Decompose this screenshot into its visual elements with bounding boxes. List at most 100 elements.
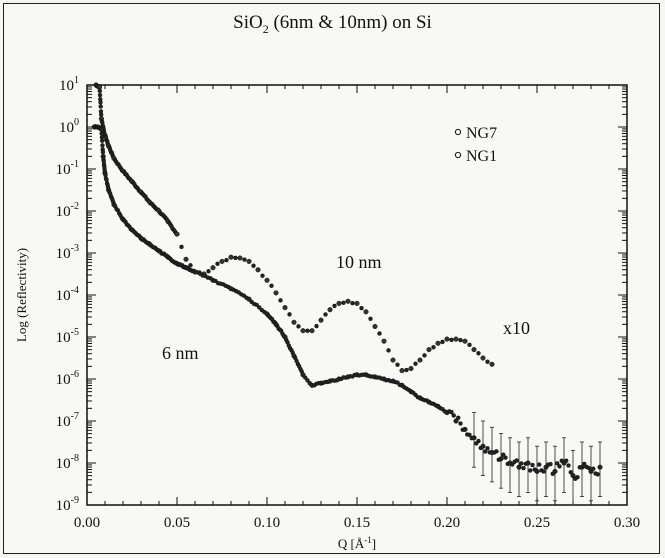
y-axis-label: Log (Reflectivity) bbox=[14, 248, 29, 342]
point-ng1 bbox=[179, 244, 184, 250]
point-ng1 bbox=[287, 312, 292, 317]
y-tick-labels: 101 100 10-1 10-2 10-3 10-4 10-5 10-6 10-7 10-8 10… bbox=[56, 75, 79, 514]
axis-ticks bbox=[86, 84, 628, 506]
point-ng1 bbox=[264, 277, 270, 283]
point-ng7 bbox=[548, 461, 553, 467]
point-ng7 bbox=[98, 126, 104, 132]
point-ng1 bbox=[476, 351, 481, 356]
point-ng1 bbox=[210, 265, 216, 271]
point-ng1 bbox=[404, 367, 409, 373]
point-ng1 bbox=[242, 257, 247, 262]
point-ng7 bbox=[566, 463, 571, 468]
x-tick-labels: 0.00 0.05 0.10 0.15 0.20 0.25 0.30 bbox=[74, 515, 640, 531]
point-ng1 bbox=[350, 300, 355, 306]
point-ng1 bbox=[255, 267, 261, 273]
point-ng1 bbox=[390, 357, 396, 363]
point-ng1 bbox=[453, 336, 459, 342]
point-ng1 bbox=[480, 355, 486, 361]
x-tick-label: 0.05 bbox=[164, 515, 190, 531]
data-points bbox=[91, 82, 603, 506]
point-ng1 bbox=[327, 307, 333, 313]
legend-label-ng7: NG7 bbox=[466, 125, 497, 142]
point-ng1 bbox=[440, 339, 445, 345]
point-ng7 bbox=[100, 143, 105, 148]
point-ng1 bbox=[233, 255, 238, 261]
y-tick-label: 10-8 bbox=[56, 453, 79, 472]
x-tick-label: 0.10 bbox=[254, 515, 280, 531]
point-ng1 bbox=[318, 317, 324, 323]
point-ng1 bbox=[215, 261, 220, 266]
point-ng1 bbox=[183, 256, 189, 262]
point-ng1 bbox=[336, 300, 342, 306]
point-ng1 bbox=[228, 254, 234, 260]
point-ng7 bbox=[564, 458, 569, 463]
point-ng1 bbox=[413, 361, 418, 366]
y-tick-label: 10-9 bbox=[56, 495, 79, 514]
point-ng1 bbox=[98, 104, 103, 109]
point-ng1 bbox=[260, 273, 265, 278]
annotation-6nm: 6 nm bbox=[162, 343, 199, 363]
y-tick-label: 10-7 bbox=[56, 411, 79, 430]
point-ng1 bbox=[444, 336, 450, 342]
point-ng7 bbox=[528, 468, 533, 473]
point-ng7 bbox=[458, 421, 463, 426]
point-ng7 bbox=[521, 465, 526, 471]
y-tick-label: 100 bbox=[59, 117, 79, 136]
point-ng1 bbox=[188, 263, 193, 268]
point-ng1 bbox=[305, 328, 310, 333]
point-ng7 bbox=[530, 462, 535, 468]
y-tick-label: 10-4 bbox=[56, 285, 79, 304]
point-ng1 bbox=[332, 303, 337, 309]
point-ng7 bbox=[476, 438, 481, 444]
point-ng7 bbox=[541, 469, 546, 474]
point-ng1 bbox=[291, 319, 297, 325]
point-ng1 bbox=[458, 337, 463, 343]
point-ng1 bbox=[363, 309, 369, 315]
point-ng1 bbox=[449, 337, 454, 343]
point-ng7 bbox=[537, 462, 542, 467]
point-ng7 bbox=[99, 131, 104, 136]
point-ng1 bbox=[246, 258, 252, 264]
point-ng7 bbox=[519, 461, 524, 466]
point-ng1 bbox=[341, 300, 346, 305]
point-ng1 bbox=[273, 290, 279, 296]
point-ng1 bbox=[354, 300, 360, 306]
point-ng1 bbox=[489, 361, 495, 367]
y-tick-label: 101 bbox=[59, 75, 79, 94]
x-tick-label: 0.25 bbox=[524, 515, 550, 531]
y-tick-label: 10-6 bbox=[56, 369, 79, 388]
point-ng1 bbox=[372, 323, 378, 330]
point-ng1 bbox=[386, 348, 391, 353]
point-ng1 bbox=[300, 328, 306, 334]
point-ng7 bbox=[514, 458, 519, 463]
point-ng1 bbox=[471, 347, 477, 353]
point-ng7 bbox=[100, 149, 106, 155]
point-ng1 bbox=[431, 345, 436, 350]
point-ng7 bbox=[451, 413, 456, 418]
point-ng7 bbox=[453, 418, 459, 424]
point-ng7 bbox=[305, 378, 310, 383]
point-ng1 bbox=[224, 257, 229, 263]
x-tick-label: 0.00 bbox=[74, 515, 100, 531]
point-ng1 bbox=[314, 323, 319, 329]
point-ng1 bbox=[237, 255, 243, 261]
point-ng7 bbox=[494, 449, 499, 454]
x-tick-label: 0.30 bbox=[614, 515, 640, 531]
point-ng1 bbox=[97, 92, 103, 98]
point-ng1 bbox=[345, 298, 351, 304]
point-ng7 bbox=[485, 446, 490, 451]
point-ng1 bbox=[426, 347, 432, 353]
point-ng7 bbox=[595, 472, 600, 477]
y-tick-label: 10-1 bbox=[56, 159, 79, 178]
x-tick-label: 0.15 bbox=[344, 515, 370, 531]
point-ng1 bbox=[381, 338, 387, 344]
point-ng7 bbox=[557, 464, 562, 469]
annotation-x10: x10 bbox=[503, 318, 530, 338]
point-ng1 bbox=[97, 88, 103, 94]
y-tick-label: 10-3 bbox=[56, 243, 79, 262]
point-ng7 bbox=[467, 432, 472, 438]
point-ng1 bbox=[422, 353, 427, 358]
point-ng1 bbox=[435, 340, 441, 346]
y-tick-label: 10-5 bbox=[56, 327, 79, 346]
